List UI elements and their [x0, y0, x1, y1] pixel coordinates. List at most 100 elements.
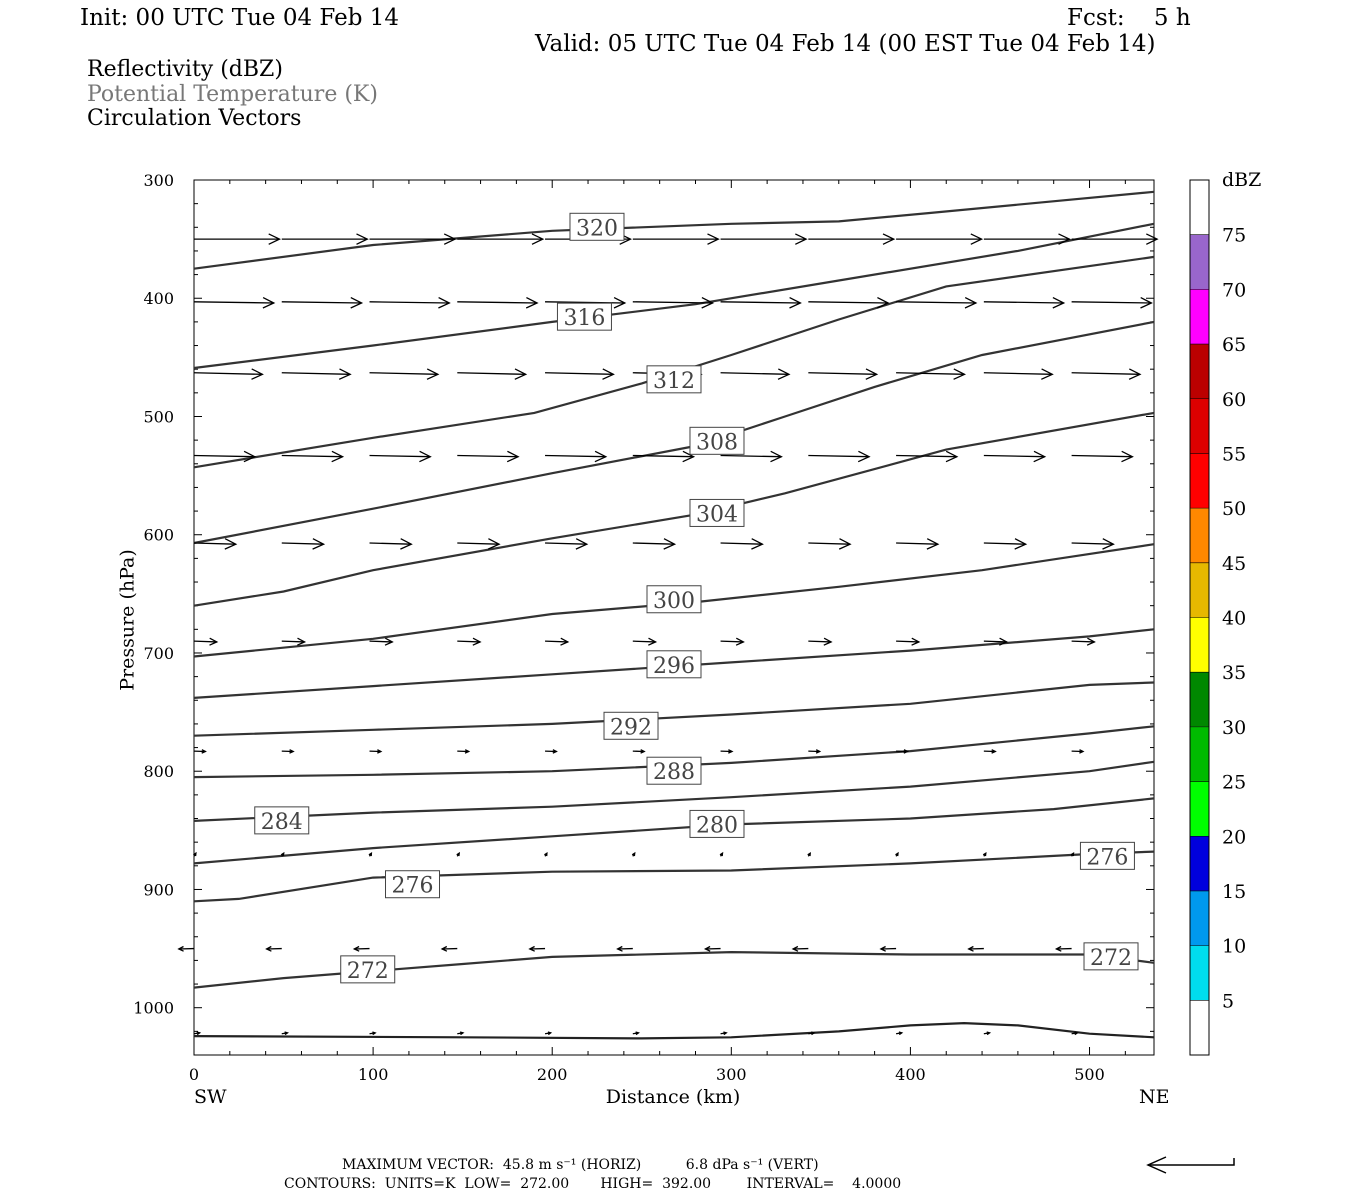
isentrope-label: 284: [261, 810, 303, 835]
isentrope-label-box: [689, 498, 745, 527]
circulation-vector-head: [735, 637, 745, 646]
isentrope-line: [193, 950, 1155, 989]
circulation-vector-head: [1079, 749, 1085, 754]
circulation-vector-head: [648, 637, 658, 646]
isentrope-line: [193, 681, 1155, 737]
circulation-vector-head: [506, 450, 520, 463]
circulation-vector-head: [838, 538, 852, 550]
colorbar-label: 35: [1222, 662, 1246, 684]
isentrope-label-box: [1079, 841, 1135, 870]
circulation-vector: [720, 542, 763, 545]
isentrope-line: [193, 628, 1155, 699]
circulation-vector-head: [265, 945, 272, 952]
circulation-vector-head: [945, 450, 959, 463]
circulation-vector-head: [575, 538, 589, 550]
circulation-vector: [193, 301, 274, 304]
x-axis-right-label: NE: [1139, 1086, 1170, 1108]
circulation-vector: [983, 454, 1045, 458]
colorbar-label: 70: [1222, 279, 1246, 301]
isentrope-label-box: [1083, 942, 1139, 971]
circulation-vector: [369, 301, 450, 304]
circulation-vector-head: [789, 297, 802, 309]
circulation-vector: [369, 640, 393, 643]
circulation-vector-head: [1074, 1031, 1079, 1036]
circulation-vector: [281, 454, 343, 458]
circulation-vector-head: [514, 368, 528, 380]
circulation-vector-head: [384, 637, 394, 646]
isentrope-label: 312: [653, 369, 695, 394]
colorbar-label: 55: [1222, 443, 1246, 465]
colorbar-label: 10: [1222, 936, 1246, 958]
circulation-vector-head: [703, 945, 711, 952]
circulation-vector-head: [1033, 450, 1047, 463]
circulation-vector-head: [440, 945, 448, 952]
colorbar-segment: [1190, 398, 1209, 454]
circulation-vector: [281, 542, 324, 545]
circulation-vector: [1071, 640, 1095, 643]
circulation-vector-head: [723, 1031, 728, 1036]
circulation-vector: [281, 372, 351, 375]
circulation-vector: [808, 301, 889, 304]
circulation-vector-head: [456, 851, 460, 857]
circulation-vector-head: [547, 1031, 553, 1036]
circulation-vector: [457, 454, 519, 458]
circulation-vector: [808, 542, 851, 545]
isentrope-line: [193, 190, 1155, 270]
x-tick-label: 0: [189, 1065, 199, 1084]
isentrope-line: [193, 797, 1155, 865]
x-tick-label: 500: [1074, 1065, 1105, 1084]
y-tick-label: 800: [143, 762, 174, 781]
circulation-vector-head: [613, 297, 627, 309]
isentrope-label-box: [646, 365, 702, 394]
circulation-vector: [983, 301, 1064, 304]
contour-info-note: CONTOURS: UNITS=K LOW= 272.00 HIGH= 392.…: [284, 1176, 902, 1192]
valid-time: Valid: 05 UTC Tue 04 Feb 14 (00 EST Tue …: [535, 31, 1156, 57]
colorbar-label: 60: [1222, 389, 1246, 411]
surface-line: [193, 1021, 1155, 1040]
circulation-vector-head: [682, 450, 696, 463]
circulation-vector: [896, 454, 957, 458]
x-tick-label: 200: [537, 1065, 568, 1084]
colorbar-label: 20: [1222, 826, 1246, 848]
circulation-vector-head: [356, 233, 369, 245]
circulation-vector-head: [701, 297, 715, 309]
circulation-vector: [193, 640, 217, 643]
isentrope-label-box: [646, 650, 702, 679]
circulation-vector-head: [312, 538, 326, 550]
colorbar-label: 5: [1222, 990, 1234, 1012]
y-tick-label: 500: [143, 407, 174, 426]
circulation-vector-head: [368, 851, 373, 857]
circulation-vector: [457, 640, 481, 643]
circulation-vector: [369, 542, 412, 545]
circulation-vector-head: [289, 749, 295, 754]
y-tick-label: 1000: [133, 999, 174, 1018]
x-axis-title: Distance (km): [605, 1086, 741, 1108]
x-tick-label: 100: [358, 1065, 389, 1084]
circulation-vector: [983, 542, 1026, 545]
circulation-vector-head: [443, 233, 457, 245]
circulation-vector: [193, 542, 236, 545]
circulation-vector-head: [350, 297, 364, 309]
field-theta-label: Potential Temperature (K): [87, 82, 378, 107]
colorbar-label: 15: [1222, 881, 1246, 903]
circulation-vector: [193, 454, 255, 458]
circulation-vector-head: [1052, 297, 1066, 309]
isentrope-line: [193, 320, 1155, 545]
circulation-vector-head: [791, 945, 799, 952]
colorbar-segment: [1190, 453, 1209, 509]
max-vector-note: MAXIMUM VECTOR: 45.8 m s⁻¹ (HORIZ) 6.8 d…: [342, 1157, 819, 1173]
reference-vector-head: [1146, 1156, 1167, 1174]
y-tick-label: 300: [143, 171, 174, 190]
circulation-vector-head: [209, 637, 219, 646]
circulation-vector-head: [986, 1031, 992, 1036]
circulation-vector-head: [635, 1031, 640, 1036]
colorbar-segment: [1190, 617, 1209, 673]
colorbar-segment: [1190, 508, 1209, 563]
circulation-vector: [808, 372, 877, 375]
circulation-vector-head: [1058, 233, 1071, 245]
circulation-vector-head: [865, 368, 879, 380]
colorbar-label: 25: [1222, 772, 1246, 794]
circulation-vector-head: [1070, 851, 1075, 857]
circulation-vector: [808, 640, 832, 643]
